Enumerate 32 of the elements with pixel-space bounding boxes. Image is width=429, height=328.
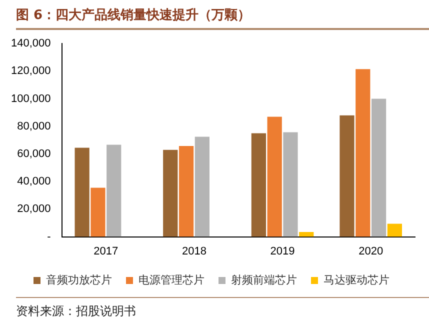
x-tick-label: 2017 — [94, 245, 118, 258]
bar — [371, 98, 386, 237]
bar — [106, 144, 122, 237]
bar — [283, 132, 298, 237]
bar — [163, 150, 178, 237]
bar — [340, 115, 354, 237]
chart-title: 图 6：四大产品线销量快速提升（万颗） — [16, 6, 251, 24]
bar — [90, 188, 106, 237]
legend-label: 电源管理芯片 — [138, 274, 204, 287]
bar — [251, 133, 266, 237]
x-tick-label: 2019 — [270, 245, 295, 258]
y-tick-label: 80,000 — [17, 120, 51, 132]
y-tick-label: 20,000 — [17, 203, 51, 216]
y-tick-label: - — [47, 230, 52, 243]
y-tick-label: 140,000 — [10, 38, 51, 50]
y-tick-label: 120,000 — [10, 65, 51, 78]
bar — [299, 232, 314, 237]
bar — [267, 116, 282, 237]
legend-label: 音频功放芯片 — [46, 274, 112, 287]
y-tick-label: 100,000 — [10, 92, 51, 105]
x-tick-label: 2018 — [182, 245, 206, 258]
bar — [178, 146, 194, 237]
legend-label: 射频前端芯片 — [231, 274, 297, 287]
bar — [74, 148, 90, 237]
y-tick-label: 60,000 — [17, 148, 51, 160]
bar — [356, 69, 370, 237]
y-tick-label: 40,000 — [17, 176, 51, 188]
legend-label: 马达驱动芯片 — [324, 274, 390, 287]
bar — [194, 136, 210, 237]
x-tick-label: 2020 — [358, 245, 384, 258]
bar — [387, 224, 402, 237]
text: 资料来源：招股说明书 — [16, 303, 136, 320]
